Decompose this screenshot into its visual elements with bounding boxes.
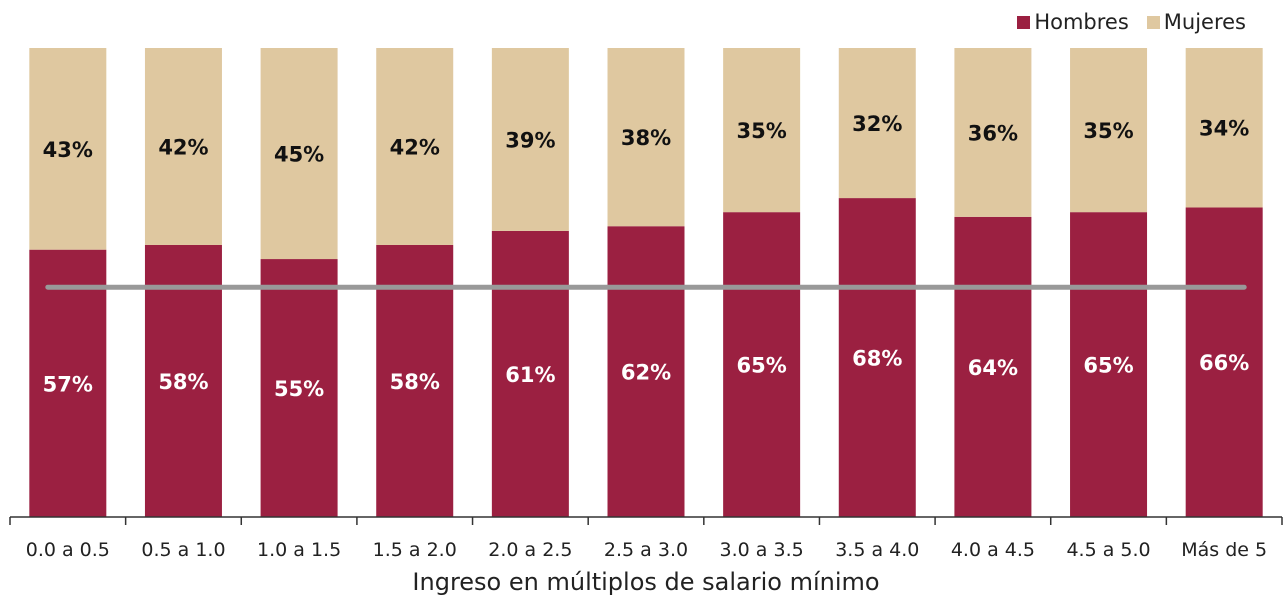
legend: Hombres Mujeres <box>1017 10 1246 34</box>
data-label-hombres-4: 61% <box>505 363 555 387</box>
bar-hombres-7 <box>838 198 916 517</box>
x-tick-label-8: 4.0 a 4.5 <box>951 539 1035 561</box>
data-label-mujeres-7: 32% <box>852 112 902 136</box>
data-label-hombres-3: 58% <box>390 370 440 394</box>
data-label-hombres-0: 57% <box>43 372 93 396</box>
bar-mujeres-0 <box>29 48 107 250</box>
data-label-hombres-5: 62% <box>621 361 671 385</box>
data-label-mujeres-9: 35% <box>1083 119 1133 143</box>
x-tick-label-3: 1.5 a 2.0 <box>373 539 457 561</box>
data-label-mujeres-4: 39% <box>505 128 555 152</box>
data-label-mujeres-8: 36% <box>968 121 1018 145</box>
data-label-hombres-10: 66% <box>1199 351 1249 375</box>
bar-mujeres-5 <box>607 48 685 227</box>
data-label-mujeres-10: 34% <box>1199 117 1249 141</box>
x-tick-label-6: 3.0 a 3.5 <box>720 539 804 561</box>
bar-hombres-2 <box>260 259 338 517</box>
bar-mujeres-2 <box>260 48 338 260</box>
data-label-mujeres-3: 42% <box>390 135 440 159</box>
x-tick-label-10: Más de 5 <box>1181 539 1267 561</box>
data-label-mujeres-5: 38% <box>621 126 671 150</box>
x-axis-title: Ingreso en múltiplos de salario mínimo <box>412 568 879 596</box>
data-label-hombres-1: 58% <box>158 370 208 394</box>
data-label-hombres-6: 65% <box>737 354 787 378</box>
bar-mujeres-7 <box>838 48 916 199</box>
legend-swatch-hombres <box>1017 15 1031 29</box>
legend-item-mujeres: Mujeres <box>1146 10 1246 34</box>
x-tick-label-0: 0.0 a 0.5 <box>26 539 110 561</box>
data-label-hombres-2: 55% <box>274 377 324 401</box>
data-label-hombres-9: 65% <box>1083 354 1133 378</box>
legend-item-hombres: Hombres <box>1017 10 1129 34</box>
x-tick-label-7: 3.5 a 4.0 <box>835 539 919 561</box>
bar-mujeres-9 <box>1070 48 1148 213</box>
data-label-mujeres-1: 42% <box>158 135 208 159</box>
data-label-mujeres-0: 43% <box>43 138 93 162</box>
bar-hombres-6 <box>723 212 801 517</box>
x-tick-label-4: 2.0 a 2.5 <box>488 539 572 561</box>
bar-hombres-5 <box>607 226 685 517</box>
legend-label-mujeres: Mujeres <box>1163 10 1246 34</box>
legend-label-hombres: Hombres <box>1034 10 1129 34</box>
data-label-hombres-8: 64% <box>968 356 1018 380</box>
bar-mujeres-3 <box>376 48 454 245</box>
bar-hombres-0 <box>29 249 107 518</box>
x-tick-label-5: 2.5 a 3.0 <box>604 539 688 561</box>
bar-mujeres-4 <box>491 48 569 231</box>
x-tick-label-2: 1.0 a 1.5 <box>257 539 341 561</box>
bar-hombres-10 <box>1185 207 1263 517</box>
bar-mujeres-6 <box>723 48 801 213</box>
data-label-mujeres-6: 35% <box>737 119 787 143</box>
bar-mujeres-10 <box>1185 48 1263 208</box>
bar-hombres-3 <box>376 244 454 518</box>
bar-mujeres-8 <box>954 48 1032 217</box>
x-tick-label-9: 4.5 a 5.0 <box>1066 539 1150 561</box>
x-tick-label-1: 0.5 a 1.0 <box>141 539 225 561</box>
data-label-mujeres-2: 45% <box>274 143 324 167</box>
bar-mujeres-1 <box>144 48 222 245</box>
legend-swatch-mujeres <box>1146 15 1160 29</box>
data-label-hombres-7: 68% <box>852 347 902 371</box>
bar-hombres-8 <box>954 216 1032 517</box>
bar-hombres-9 <box>1070 212 1148 517</box>
bar-hombres-1 <box>144 244 222 518</box>
bar-hombres-4 <box>491 230 569 517</box>
